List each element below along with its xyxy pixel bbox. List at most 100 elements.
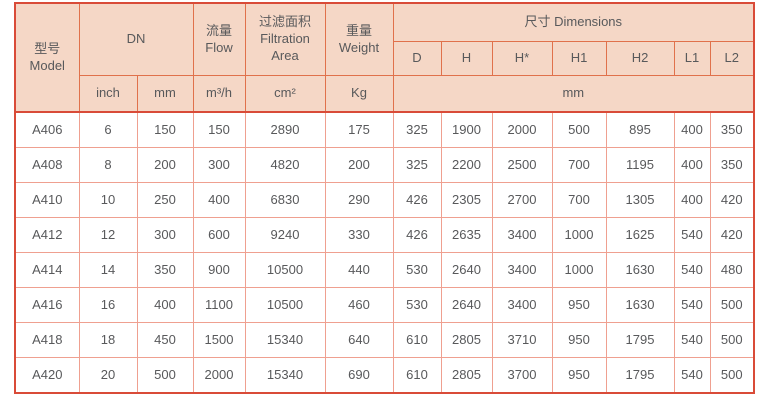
table-row: A418 18 450 1500 15340 640 610 2805 3710… <box>14 322 755 358</box>
cell-h: 2640 <box>440 252 493 288</box>
cell-flow: 1100 <box>192 287 246 323</box>
unit-weight: Kg <box>324 75 394 113</box>
cell-hstar: 2000 <box>491 111 553 148</box>
cell-model: A408 <box>14 147 80 183</box>
cell-hstar: 3710 <box>491 322 553 358</box>
cell-h: 2200 <box>440 147 493 183</box>
cell-flow: 150 <box>192 111 246 148</box>
cell-l1: 540 <box>673 217 711 253</box>
header-dim-d: D <box>392 41 442 76</box>
cell-model: A416 <box>14 287 80 323</box>
cell-weight: 640 <box>324 322 394 358</box>
cell-flow: 300 <box>192 147 246 183</box>
header-dim-hstar: H* <box>491 41 553 76</box>
table-row: A414 14 350 900 10500 440 530 2640 3400 … <box>14 252 755 288</box>
cell-l1: 400 <box>673 182 711 218</box>
table-row: A410 10 250 400 6830 290 426 2305 2700 7… <box>14 182 755 218</box>
header-dim-l1: L1 <box>673 41 711 76</box>
cell-mm: 200 <box>136 147 194 183</box>
cell-d: 426 <box>392 217 442 253</box>
cell-mm: 400 <box>136 287 194 323</box>
cell-inch: 16 <box>78 287 138 323</box>
cell-inch: 12 <box>78 217 138 253</box>
header-row-2: D H H* H1 H2 L1 L2 <box>15 41 755 76</box>
cell-area: 9240 <box>244 217 326 253</box>
header-dim-l2: L2 <box>709 41 755 76</box>
header-dim-h2: H2 <box>605 41 675 76</box>
cell-h2: 1625 <box>605 217 675 253</box>
cell-l1: 540 <box>673 357 711 394</box>
cell-inch: 8 <box>78 147 138 183</box>
header-row-1: 型号 Model DN 流量 Flow 过滤面积 Filtration Area… <box>14 2 755 113</box>
cell-d: 610 <box>392 322 442 358</box>
table-row: A420 20 500 2000 15340 690 610 2805 3700… <box>14 357 755 394</box>
cell-h1: 950 <box>551 287 607 323</box>
cell-mm: 300 <box>136 217 194 253</box>
cell-l2: 500 <box>709 357 755 394</box>
cell-area: 15340 <box>244 322 326 358</box>
cell-weight: 330 <box>324 217 394 253</box>
cell-l1: 540 <box>673 322 711 358</box>
cell-inch: 10 <box>78 182 138 218</box>
cell-l2: 420 <box>709 182 755 218</box>
cell-d: 530 <box>392 287 442 323</box>
cell-h2: 1795 <box>605 357 675 394</box>
unit-area: cm² <box>244 75 326 113</box>
cell-model: A418 <box>14 322 80 358</box>
cell-h1: 700 <box>551 147 607 183</box>
header-dimensions: 尺寸 Dimensions <box>392 2 755 42</box>
header-flow: 流量 Flow <box>192 2 246 76</box>
cell-inch: 20 <box>78 357 138 394</box>
cell-hstar: 3400 <box>491 252 553 288</box>
cell-d: 325 <box>392 111 442 148</box>
table-row: A412 12 300 600 9240 330 426 2635 3400 1… <box>14 217 755 253</box>
cell-h1: 1000 <box>551 252 607 288</box>
cell-h: 2635 <box>440 217 493 253</box>
cell-flow: 600 <box>192 217 246 253</box>
spec-table-container: 型号 Model DN 流量 Flow 过滤面积 Filtration Area… <box>14 2 756 394</box>
cell-model: A410 <box>14 182 80 218</box>
cell-h: 2805 <box>440 357 493 394</box>
cell-model: A414 <box>14 252 80 288</box>
table-row: A408 8 200 300 4820 200 325 2200 2500 70… <box>14 147 755 183</box>
header-dim-h1: H1 <box>551 41 607 76</box>
cell-weight: 200 <box>324 147 394 183</box>
cell-hstar: 3400 <box>491 217 553 253</box>
cell-l2: 420 <box>709 217 755 253</box>
cell-l2: 350 <box>709 111 755 148</box>
table-row: A406 6 150 150 2890 175 325 1900 2000 50… <box>14 111 755 148</box>
cell-h2: 1305 <box>605 182 675 218</box>
cell-area: 10500 <box>244 287 326 323</box>
cell-h: 2305 <box>440 182 493 218</box>
cell-weight: 290 <box>324 182 394 218</box>
cell-weight: 690 <box>324 357 394 394</box>
header-row-3: inch mm m³/h cm² Kg mm <box>15 75 755 113</box>
cell-flow: 900 <box>192 252 246 288</box>
header-model: 型号 Model <box>14 2 80 113</box>
cell-area: 10500 <box>244 252 326 288</box>
cell-inch: 14 <box>78 252 138 288</box>
cell-model: A412 <box>14 217 80 253</box>
cell-h1: 950 <box>551 357 607 394</box>
spec-table: 型号 Model DN 流量 Flow 过滤面积 Filtration Area… <box>14 2 756 394</box>
cell-flow: 1500 <box>192 322 246 358</box>
cell-hstar: 2500 <box>491 147 553 183</box>
cell-l1: 540 <box>673 252 711 288</box>
cell-l1: 540 <box>673 287 711 323</box>
table-body: A406 6 150 150 2890 175 325 1900 2000 50… <box>14 111 755 394</box>
cell-area: 4820 <box>244 147 326 183</box>
cell-mm: 450 <box>136 322 194 358</box>
cell-h2: 1630 <box>605 287 675 323</box>
cell-mm: 250 <box>136 182 194 218</box>
cell-mm: 500 <box>136 357 194 394</box>
cell-l2: 500 <box>709 287 755 323</box>
cell-h1: 950 <box>551 322 607 358</box>
cell-h2: 1630 <box>605 252 675 288</box>
cell-l2: 500 <box>709 322 755 358</box>
cell-hstar: 2700 <box>491 182 553 218</box>
header-weight: 重量 Weight <box>324 2 394 76</box>
cell-l1: 400 <box>673 111 711 148</box>
cell-area: 15340 <box>244 357 326 394</box>
cell-h: 1900 <box>440 111 493 148</box>
table-header: 型号 Model DN 流量 Flow 过滤面积 Filtration Area… <box>14 2 755 113</box>
